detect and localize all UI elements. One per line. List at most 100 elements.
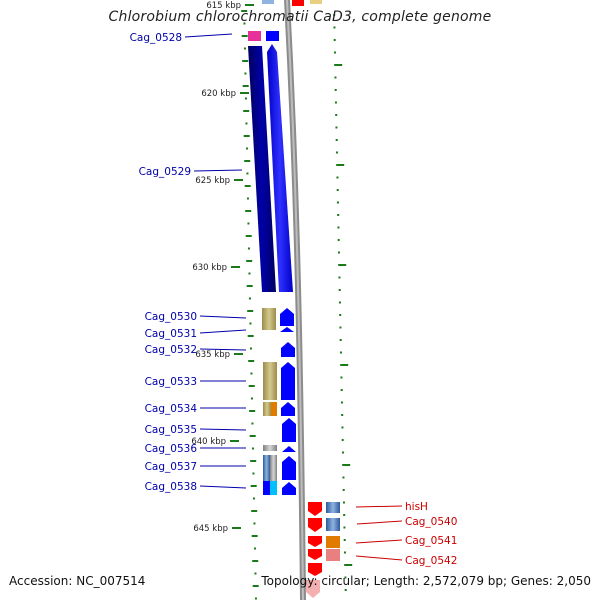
gc-dot — [342, 476, 345, 479]
cds-feature-cag-0533[interactable] — [281, 362, 295, 400]
gc-dot — [337, 251, 340, 254]
gene-feature-cag-0542[interactable] — [326, 549, 340, 561]
gc-dot — [244, 97, 247, 100]
gc-dot — [333, 39, 336, 41]
gc-dot — [340, 376, 343, 379]
gene-label[interactable]: Cag_0542 — [405, 555, 457, 567]
cds-feature-cag-0532[interactable] — [281, 342, 295, 357]
cds-feature-cag-0541[interactable] — [308, 536, 322, 547]
cds-feature-cag-0534[interactable] — [281, 402, 295, 416]
gc-dot — [247, 310, 254, 312]
gc-dot — [337, 214, 340, 216]
gene-label[interactable]: Cag_0538 — [145, 481, 197, 493]
label-leader — [199, 315, 247, 319]
gene-feature-cag-0533[interactable] — [263, 362, 277, 400]
gene-feature-cag-0537[interactable] — [263, 455, 270, 481]
gc-dot — [246, 260, 253, 262]
gc-dot — [334, 76, 337, 79]
cds-feature-cag-0530[interactable] — [280, 308, 294, 326]
gc-dot — [334, 101, 337, 104]
gene-label[interactable]: Cag_0540 — [405, 516, 457, 528]
label-leader — [355, 505, 403, 508]
label-leader — [199, 485, 247, 489]
gc-dot — [253, 522, 256, 525]
gc-dot — [341, 414, 344, 416]
gene-feature-cag-0540[interactable] — [326, 518, 340, 531]
gene-label[interactable]: Cag_0534 — [145, 403, 198, 415]
gc-dot — [250, 372, 253, 375]
gene-feature-clipped — [310, 0, 322, 4]
gc-dot — [245, 147, 248, 150]
label-leader — [199, 329, 247, 334]
gc-dot — [250, 460, 257, 462]
gene-label[interactable]: Cag_0535 — [145, 424, 197, 436]
gene-feature-cag-0528[interactable] — [248, 31, 261, 41]
kbp-tick-label: 625 kbp — [195, 176, 230, 186]
gc-dot — [245, 235, 252, 237]
gene-feature-cag-0534[interactable] — [263, 402, 271, 416]
cds-feature-cag-0537[interactable] — [282, 456, 296, 480]
gc-dot — [340, 401, 343, 404]
gc-dot — [343, 551, 346, 554]
gc-dot — [342, 489, 345, 491]
gc-dot — [333, 14, 336, 16]
gc-dot — [336, 164, 345, 166]
gc-dot — [242, 85, 249, 87]
gc-dot — [339, 314, 342, 316]
cds-feature-cag-0538[interactable] — [282, 482, 296, 495]
gc-dot — [249, 410, 256, 412]
cds-feature-cag-0540[interactable] — [308, 518, 322, 532]
gc-dot — [337, 239, 340, 241]
gc-dot — [342, 464, 351, 466]
cds-feature-cag-0536[interactable] — [282, 446, 296, 452]
cds-feature-cag-0535[interactable] — [282, 418, 296, 442]
gc-dot — [243, 135, 250, 137]
gc-dot — [341, 439, 344, 441]
cds-feature-cag-0531[interactable] — [280, 327, 294, 332]
gene-feature-cag-0530[interactable] — [262, 308, 276, 330]
gc-dot — [244, 160, 251, 162]
gc-dot — [250, 485, 257, 487]
gc-dot — [251, 447, 254, 450]
gc-dot — [246, 172, 249, 175]
gc-dot — [245, 210, 252, 212]
gene-feature-hish[interactable] — [326, 502, 340, 513]
gene-label[interactable]: Cag_0541 — [405, 535, 457, 547]
gc-dot — [338, 276, 341, 279]
accession-label: Accession: NC_007514 — [9, 574, 146, 588]
label-leader — [199, 348, 247, 351]
cds-feature-hish[interactable] — [308, 502, 322, 516]
gene-label[interactable]: Cag_0532 — [145, 344, 197, 356]
gene-label[interactable]: Cag_0537 — [145, 461, 197, 473]
gene-label[interactable]: Cag_0536 — [145, 443, 198, 455]
gene-feature-cag-0538[interactable] — [263, 481, 270, 495]
gc-dot — [335, 151, 338, 154]
gc-dot — [244, 185, 251, 187]
gene-label[interactable]: Cag_0528 — [130, 32, 182, 44]
gene-feature-cag-0541[interactable] — [326, 536, 340, 548]
gc-dot — [252, 497, 255, 500]
gene-label[interactable]: Cag_0533 — [145, 376, 197, 388]
gene-label[interactable]: Cag_0531 — [145, 328, 197, 340]
gc-dot — [251, 535, 258, 537]
gene-feature-cag-0536[interactable] — [263, 445, 277, 451]
gc-dot — [248, 297, 251, 300]
gc-dot — [333, 51, 336, 54]
gc-dot — [335, 139, 338, 141]
kbp-tick-label: 640 kbp — [191, 437, 226, 447]
gc-dot — [341, 451, 344, 454]
gc-dot — [341, 426, 344, 429]
cds-feature-cag-0529[interactable] — [267, 44, 293, 292]
cds-feature-cag-0542[interactable] — [308, 549, 322, 560]
gene-feature-cag-0529[interactable] — [248, 46, 276, 292]
map-title: Chlorobium chlorochromatii CaD3, complet… — [108, 9, 492, 25]
gene-label[interactable]: Cag_0530 — [145, 311, 197, 323]
gc-dot — [250, 397, 253, 400]
label-leader — [184, 33, 233, 38]
gene-label[interactable]: hisH — [405, 501, 428, 513]
cds-feature-cag-0528[interactable] — [266, 31, 279, 41]
gc-dot — [241, 10, 248, 12]
label-leader — [356, 520, 403, 525]
gene-label[interactable]: Cag_0529 — [139, 166, 191, 178]
